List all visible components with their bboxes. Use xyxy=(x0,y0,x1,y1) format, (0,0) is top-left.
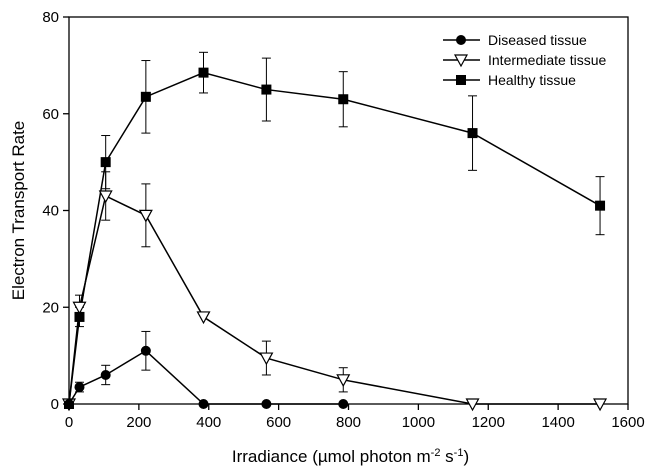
data-point xyxy=(140,91,151,102)
legend-entry-diseased: Diseased tissue xyxy=(443,32,587,48)
y-tick-label: 60 xyxy=(42,106,59,123)
x-tick-label: 200 xyxy=(126,414,151,431)
series-diseased-tissue xyxy=(64,330,349,409)
x-tick-label: 1200 xyxy=(472,414,505,431)
data-point xyxy=(98,190,113,204)
data-point xyxy=(338,399,349,409)
data-point xyxy=(196,311,211,325)
x-axis-label-main: Irradiance (µmol photon m xyxy=(232,447,431,466)
x-axis-label-sup2: -1 xyxy=(454,447,464,459)
x-axis-label-mid: s xyxy=(440,447,453,466)
x-tick-label: 600 xyxy=(266,414,291,431)
legend-label: Diseased tissue xyxy=(488,32,587,48)
x-axis-label-end: ) xyxy=(463,447,469,466)
series-line xyxy=(68,349,344,405)
axes-layer: 0 200 400 600 800 1000 1200 1400 1600 0 20 40 60 80 xyxy=(42,9,644,431)
data-point xyxy=(595,200,606,211)
data-point xyxy=(261,84,272,95)
data-point xyxy=(259,352,274,366)
x-tick-label: 1600 xyxy=(611,414,644,431)
x-axis-label-sup1: -2 xyxy=(431,447,441,459)
x-tick-label: 400 xyxy=(196,414,221,431)
x-tick-label: 1000 xyxy=(402,414,435,431)
x-axis-label: Irradiance (µmol photon m-2 s-1) xyxy=(232,447,469,466)
data-point xyxy=(336,374,351,388)
legend-marker-circle xyxy=(456,35,466,45)
legend-marker-triangle xyxy=(453,54,469,68)
series-intermediate-tissue xyxy=(61,171,608,412)
legend-label: Healthy tissue xyxy=(488,72,576,88)
series-line xyxy=(68,194,601,405)
data-point xyxy=(140,345,151,356)
x-tick-label: 0 xyxy=(65,414,73,431)
y-tick-label: 80 xyxy=(42,9,59,26)
data-point xyxy=(138,209,153,223)
legend-entry-healthy: Healthy tissue xyxy=(443,72,576,88)
x-tick-label: 1400 xyxy=(541,414,574,431)
legend-label: Intermediate tissue xyxy=(488,52,606,68)
data-point xyxy=(467,128,478,139)
data-point xyxy=(198,399,209,409)
data-point xyxy=(465,398,480,412)
data-point xyxy=(593,398,608,412)
data-point xyxy=(338,94,349,105)
data-point xyxy=(100,369,111,380)
data-point xyxy=(64,399,74,409)
legend-marker-square xyxy=(456,75,466,85)
y-tick-label: 40 xyxy=(42,203,59,220)
x-tick-label: 800 xyxy=(336,414,361,431)
y-tick-label: 20 xyxy=(42,299,59,316)
legend-entry-intermediate: Intermediate tissue xyxy=(443,52,606,68)
y-tick-label: 0 xyxy=(51,396,59,413)
data-point xyxy=(261,399,272,409)
data-point xyxy=(198,67,209,78)
data-point xyxy=(72,301,87,315)
legend: Diseased tissue Intermediate tissue Heal… xyxy=(443,32,606,88)
y-axis-label: Electron Transport Rate xyxy=(9,121,28,301)
series-layer xyxy=(61,51,608,412)
data-point xyxy=(74,382,85,393)
data-point xyxy=(100,157,111,168)
